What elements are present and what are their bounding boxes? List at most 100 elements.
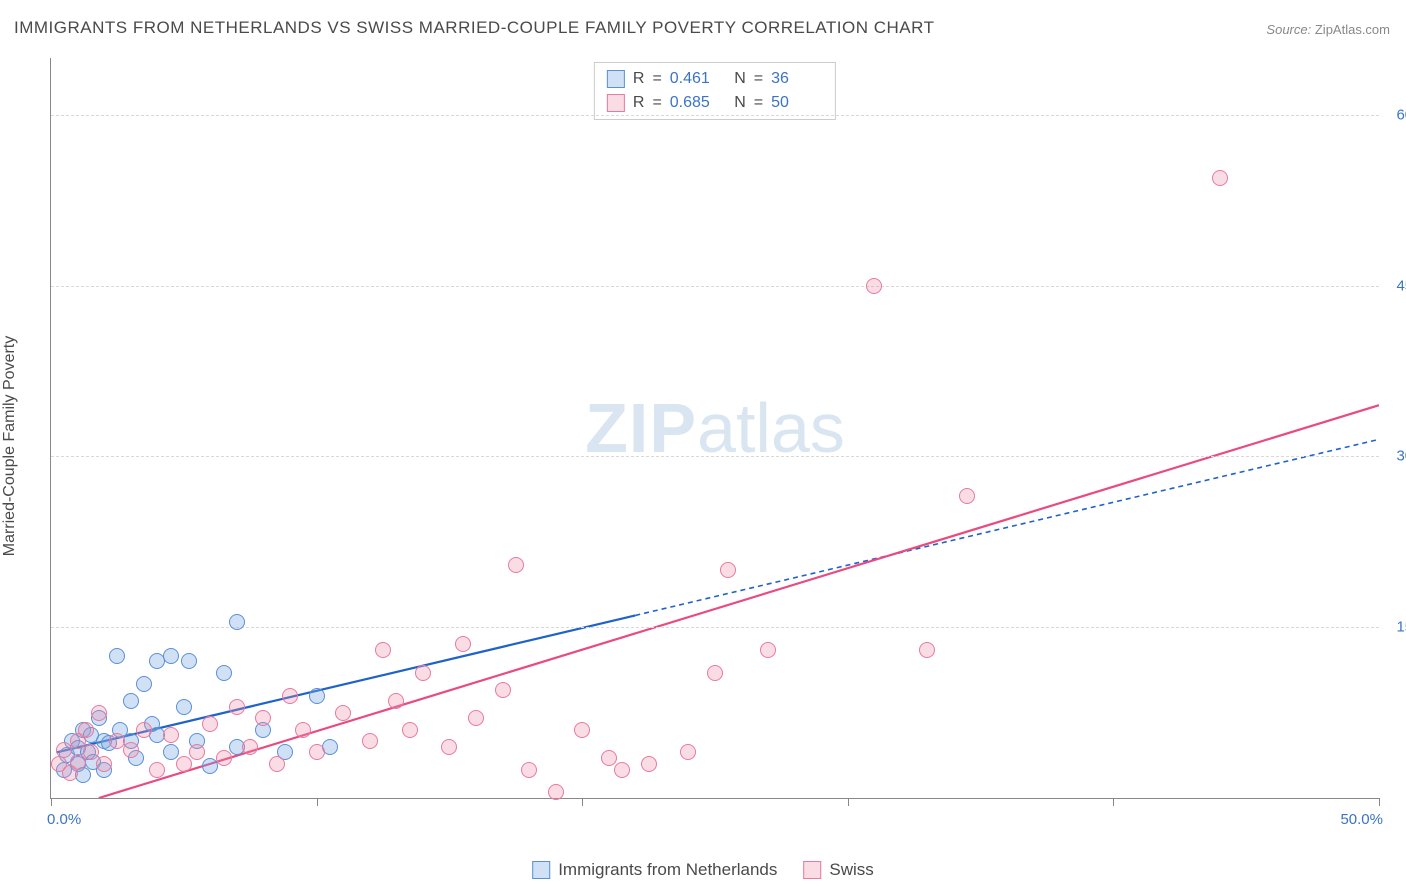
data-point-swiss xyxy=(375,642,391,658)
data-point-netherlands xyxy=(309,688,325,704)
n-label: N xyxy=(730,67,746,91)
x-tick xyxy=(1113,798,1114,806)
x-tick xyxy=(317,798,318,806)
x-tick xyxy=(848,798,849,806)
legend-swatch-swiss xyxy=(607,94,625,112)
data-point-netherlands xyxy=(176,699,192,715)
y-tick-label: 60.0% xyxy=(1384,106,1406,123)
data-point-swiss xyxy=(269,756,285,772)
data-point-swiss xyxy=(402,722,418,738)
chart-title: IMMIGRANTS FROM NETHERLANDS VS SWISS MAR… xyxy=(14,18,934,38)
data-point-swiss xyxy=(680,744,696,760)
data-point-swiss xyxy=(415,665,431,681)
y-tick-label: 45.0% xyxy=(1384,277,1406,294)
legend-swatch-netherlands xyxy=(532,861,550,879)
data-point-swiss xyxy=(78,722,94,738)
data-point-netherlands xyxy=(181,653,197,669)
correlation-legend: R=0.461 N=36R=0.685 N=50 xyxy=(594,62,836,120)
x-tick-label: 0.0% xyxy=(47,811,81,828)
data-point-swiss xyxy=(508,557,524,573)
data-point-swiss xyxy=(216,750,232,766)
x-tick-label: 50.0% xyxy=(1340,811,1383,828)
watermark-bold: ZIP xyxy=(585,389,697,467)
series-legend: Immigrants from Netherlands Swiss xyxy=(532,860,874,880)
n-label: N xyxy=(730,91,746,115)
r-label: R xyxy=(633,67,645,91)
watermark-rest: atlas xyxy=(697,389,845,467)
data-point-swiss xyxy=(242,739,258,755)
x-tick xyxy=(582,798,583,806)
legend-label-netherlands: Immigrants from Netherlands xyxy=(558,860,777,880)
data-point-swiss xyxy=(149,762,165,778)
data-point-swiss xyxy=(1212,170,1228,186)
y-axis-label: Married-Couple Family Poverty xyxy=(1,336,19,557)
data-point-swiss xyxy=(123,742,139,758)
data-point-swiss xyxy=(468,710,484,726)
n-value-swiss: 50 xyxy=(771,91,823,115)
r-value-netherlands: 0.461 xyxy=(670,67,722,91)
legend-swatch-netherlands xyxy=(607,70,625,88)
data-point-swiss xyxy=(229,699,245,715)
data-point-netherlands xyxy=(163,648,179,664)
data-point-swiss xyxy=(707,665,723,681)
data-point-swiss xyxy=(202,716,218,732)
data-point-netherlands xyxy=(216,665,232,681)
data-point-swiss xyxy=(614,762,630,778)
data-point-netherlands xyxy=(136,676,152,692)
x-tick xyxy=(1379,798,1380,806)
r-value-swiss: 0.685 xyxy=(670,91,722,115)
data-point-swiss xyxy=(335,705,351,721)
n-value-netherlands: 36 xyxy=(771,67,823,91)
data-point-swiss xyxy=(919,642,935,658)
data-point-swiss xyxy=(282,688,298,704)
data-point-netherlands xyxy=(163,744,179,760)
data-point-swiss xyxy=(163,727,179,743)
legend-label-swiss: Swiss xyxy=(829,860,873,880)
data-point-swiss xyxy=(295,722,311,738)
legend-swatch-swiss xyxy=(803,861,821,879)
legend-item-swiss: Swiss xyxy=(803,860,873,880)
chart-plot-area: ZIPatlas R=0.461 N=36R=0.685 N=50 15.0%3… xyxy=(50,58,1379,799)
data-point-swiss xyxy=(548,784,564,800)
data-point-swiss xyxy=(641,756,657,772)
data-point-swiss xyxy=(866,278,882,294)
data-point-swiss xyxy=(136,722,152,738)
source-label: Source: xyxy=(1266,22,1311,37)
data-point-swiss xyxy=(362,733,378,749)
data-point-swiss xyxy=(255,710,271,726)
data-point-swiss xyxy=(521,762,537,778)
legend-row-netherlands: R=0.461 N=36 xyxy=(607,67,823,91)
trend-line-swiss xyxy=(99,405,1379,798)
data-point-swiss xyxy=(96,756,112,772)
data-point-swiss xyxy=(495,682,511,698)
legend-item-netherlands: Immigrants from Netherlands xyxy=(532,860,777,880)
data-point-swiss xyxy=(574,722,590,738)
data-point-swiss xyxy=(189,744,205,760)
data-point-swiss xyxy=(176,756,192,772)
trend-line-netherlands-extrapolated xyxy=(635,439,1379,615)
x-tick xyxy=(51,798,52,806)
data-point-netherlands xyxy=(229,614,245,630)
gridline xyxy=(51,286,1379,287)
data-point-swiss xyxy=(720,562,736,578)
r-label: R xyxy=(633,91,645,115)
data-point-swiss xyxy=(959,488,975,504)
data-point-swiss xyxy=(441,739,457,755)
y-tick-label: 30.0% xyxy=(1384,448,1406,465)
gridline xyxy=(51,456,1379,457)
data-point-netherlands xyxy=(109,648,125,664)
data-point-netherlands xyxy=(123,693,139,709)
y-tick-label: 15.0% xyxy=(1384,619,1406,636)
data-point-swiss xyxy=(83,744,99,760)
gridline xyxy=(51,627,1379,628)
source-value: ZipAtlas.com xyxy=(1315,22,1390,37)
source-attribution: Source: ZipAtlas.com xyxy=(1266,22,1390,37)
data-point-swiss xyxy=(388,693,404,709)
data-point-swiss xyxy=(309,744,325,760)
gridline xyxy=(51,115,1379,116)
data-point-swiss xyxy=(455,636,471,652)
data-point-swiss xyxy=(601,750,617,766)
trend-lines-layer xyxy=(51,58,1379,798)
legend-row-swiss: R=0.685 N=50 xyxy=(607,91,823,115)
data-point-swiss xyxy=(760,642,776,658)
